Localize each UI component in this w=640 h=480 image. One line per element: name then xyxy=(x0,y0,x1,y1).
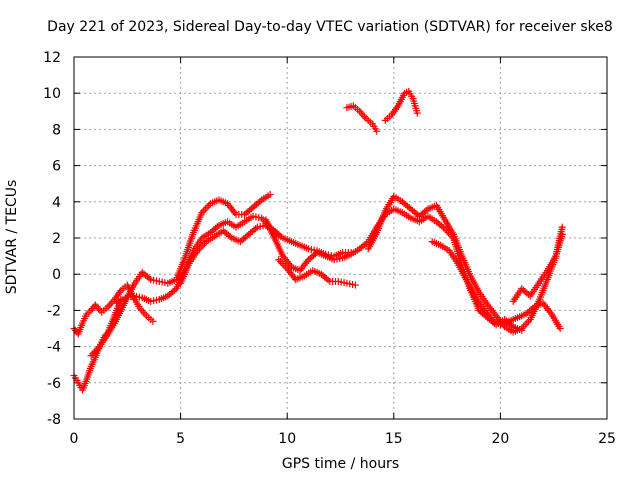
x-tick-label: 5 xyxy=(176,431,185,447)
y-tick-label: -4 xyxy=(47,340,61,356)
data-point xyxy=(523,319,531,327)
y-tick-label: 12 xyxy=(43,50,61,66)
y-tick-label: 10 xyxy=(43,86,61,102)
data-point xyxy=(203,203,211,211)
y-tick-label: 0 xyxy=(52,267,61,283)
data-point xyxy=(529,304,537,312)
x-tick-label: 20 xyxy=(491,431,509,447)
data-point xyxy=(357,109,365,117)
data-point xyxy=(139,308,147,316)
plot-border xyxy=(73,56,608,420)
data-point xyxy=(275,256,283,264)
data-point xyxy=(558,230,566,238)
data-points xyxy=(70,87,566,394)
data-point xyxy=(422,206,430,214)
chart-title: Day 221 of 2023, Sidereal Day-to-day VTE… xyxy=(47,19,613,35)
data-point xyxy=(266,191,274,199)
x-axis-label: GPS time / hours xyxy=(281,456,400,472)
y-tick-label: 8 xyxy=(52,122,61,138)
data-point xyxy=(226,233,234,241)
tick-labels: 0 5 10 15 20 25 -8 -6 -4 -2 0 2 4 6 8 10 12 xyxy=(43,50,616,447)
y-tick-label: 4 xyxy=(52,195,61,211)
x-tick-label: 10 xyxy=(278,431,296,447)
y-tick-label: -2 xyxy=(47,303,61,319)
data-point xyxy=(252,225,260,233)
data-point xyxy=(87,352,95,360)
data-point xyxy=(106,301,114,309)
y-tick-label: -6 xyxy=(47,376,61,392)
data-point xyxy=(525,290,533,298)
data-point xyxy=(201,205,209,213)
x-tick-label: 15 xyxy=(385,431,403,447)
x-tick-label: 25 xyxy=(598,431,616,447)
data-point xyxy=(413,109,421,117)
y-tick-label: 2 xyxy=(52,231,61,247)
data-point xyxy=(359,111,367,119)
data-point xyxy=(324,276,332,284)
data-point xyxy=(360,113,368,121)
grid-lines xyxy=(74,57,607,419)
data-point xyxy=(351,281,359,289)
data-point xyxy=(256,197,264,205)
data-point xyxy=(213,223,221,231)
data-point xyxy=(145,274,153,282)
data-point xyxy=(556,325,564,332)
data-point xyxy=(373,127,381,135)
data-point xyxy=(149,317,157,325)
data-point xyxy=(521,321,529,329)
data-point xyxy=(141,310,149,318)
x-tick-label: 0 xyxy=(70,431,79,447)
data-point xyxy=(558,223,566,231)
data-point xyxy=(95,305,103,313)
data-point xyxy=(281,263,289,271)
y-tick-label: -8 xyxy=(47,412,61,428)
y-axis-label: SDTVAR / TECUs xyxy=(4,179,20,295)
data-point xyxy=(439,224,447,232)
y-tick-label: 6 xyxy=(52,159,61,175)
